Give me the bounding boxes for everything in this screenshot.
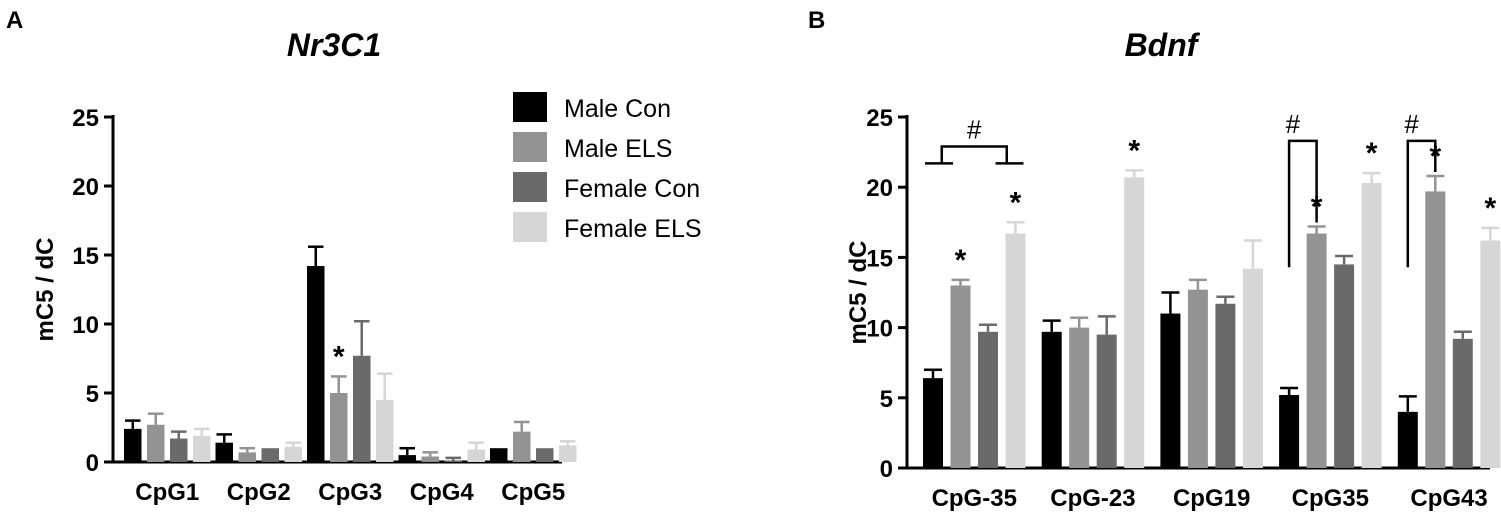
panel-letter-A: A bbox=[6, 7, 23, 34]
x-tick-label: CpG5 bbox=[501, 479, 565, 506]
x-tick-label: CpG-35 bbox=[932, 485, 1017, 512]
bar-female-con-cpg4 bbox=[444, 460, 462, 462]
bar-female-els-cpg4 bbox=[467, 449, 485, 462]
bar-male-els-cpg2 bbox=[238, 452, 256, 462]
legend-swatch-female-els bbox=[513, 212, 547, 242]
bar-male-els-cpg-23 bbox=[1069, 327, 1090, 468]
y-tick-label: 10 bbox=[866, 316, 893, 343]
bar-female-els-cpg2 bbox=[284, 446, 302, 462]
bar-male-els-cpg-35 bbox=[950, 285, 971, 468]
bar-male-els-cpg3 bbox=[330, 393, 348, 462]
bar-female-els-cpg1 bbox=[193, 435, 211, 462]
bar-male-els-cpg19 bbox=[1187, 289, 1208, 468]
legend-swatch-male-con bbox=[513, 92, 547, 122]
y-tick-label: 5 bbox=[880, 386, 893, 413]
y-tick-label: 10 bbox=[72, 312, 99, 339]
chart-title: Nr3C1 bbox=[287, 27, 381, 63]
bar-female-con-cpg3 bbox=[353, 355, 371, 462]
x-tick-label: CpG-23 bbox=[1050, 485, 1135, 512]
bar-male-con-cpg3 bbox=[307, 266, 325, 462]
bar-male-con-cpg-35 bbox=[923, 378, 943, 468]
bar-female-els-cpg43 bbox=[1480, 240, 1501, 468]
bar-female-els-cpg35 bbox=[1361, 182, 1382, 468]
y-tick-label: 20 bbox=[72, 174, 99, 201]
y-tick-label: 0 bbox=[880, 456, 893, 483]
interaction-hash: # bbox=[1286, 109, 1301, 139]
significance-star: * bbox=[1128, 134, 1140, 167]
legend-swatch-male-els bbox=[513, 132, 547, 162]
x-tick-label: CpG43 bbox=[1410, 485, 1487, 512]
legend-label: Female ELS bbox=[564, 215, 702, 243]
bar-female-els-cpg-23 bbox=[1124, 177, 1145, 468]
interaction-hash: # bbox=[1404, 109, 1419, 139]
x-tick-label: CpG19 bbox=[1173, 485, 1250, 512]
significance-bracket bbox=[1406, 139, 1437, 268]
legend-swatch-female-con bbox=[513, 172, 547, 202]
y-axis-label: mC5 / dC bbox=[32, 237, 59, 341]
panel-letter-B: B bbox=[808, 7, 825, 34]
significance-star: * bbox=[955, 244, 967, 277]
bar-male-con-cpg5 bbox=[490, 448, 508, 462]
bar-female-con-cpg-35 bbox=[978, 331, 998, 468]
significance-star: * bbox=[1484, 192, 1496, 225]
bar-male-con-cpg-23 bbox=[1041, 331, 1062, 468]
bar-female-con-cpg43 bbox=[1452, 338, 1473, 468]
bar-male-els-cpg43 bbox=[1425, 191, 1446, 469]
y-tick-label: 25 bbox=[72, 105, 99, 132]
bar-female-con-cpg5 bbox=[536, 448, 554, 462]
y-tick-label: 20 bbox=[866, 175, 893, 202]
y-tick-label: 25 bbox=[866, 105, 893, 132]
bar-male-con-cpg43 bbox=[1397, 411, 1418, 468]
bar-male-con-cpg19 bbox=[1160, 313, 1181, 468]
y-tick-label: 15 bbox=[866, 245, 893, 272]
bar-male-els-cpg1 bbox=[147, 424, 165, 462]
y-axis-label: mC5 / dC bbox=[845, 240, 872, 344]
bar-male-els-cpg35 bbox=[1306, 233, 1327, 468]
y-tick-label: 5 bbox=[86, 381, 99, 408]
bar-female-els-cpg19 bbox=[1242, 268, 1263, 468]
bar-male-els-cpg5 bbox=[513, 431, 531, 462]
significance-star: * bbox=[333, 340, 345, 373]
x-tick-label: CpG4 bbox=[410, 479, 475, 506]
bar-male-con-cpg2 bbox=[215, 442, 233, 462]
bar-female-els-cpg5 bbox=[559, 445, 577, 462]
y-tick-label: 15 bbox=[72, 243, 99, 270]
significance-star: * bbox=[1010, 186, 1022, 219]
y-tick-label: 0 bbox=[86, 450, 99, 477]
bar-male-con-cpg35 bbox=[1279, 394, 1300, 468]
bar-female-els-cpg3 bbox=[376, 399, 394, 462]
x-tick-label: CpG1 bbox=[135, 479, 199, 506]
bar-male-con-cpg4 bbox=[398, 455, 416, 462]
bar-female-con-cpg35 bbox=[1334, 264, 1355, 468]
bar-female-els-cpg-35 bbox=[1005, 233, 1026, 468]
chart-title: Bdnf bbox=[1125, 27, 1201, 63]
legend-label: Female Con bbox=[564, 175, 700, 203]
x-tick-label: CpG2 bbox=[227, 479, 291, 506]
bar-female-con-cpg2 bbox=[261, 448, 279, 462]
bar-female-con-cpg-23 bbox=[1096, 334, 1117, 468]
x-tick-label: CpG3 bbox=[318, 479, 382, 506]
bar-female-con-cpg1 bbox=[170, 438, 188, 462]
x-tick-label: CpG35 bbox=[1292, 485, 1369, 512]
bar-female-con-cpg19 bbox=[1215, 303, 1236, 468]
interaction-hash: # bbox=[967, 114, 982, 144]
bar-male-con-cpg1 bbox=[124, 428, 142, 462]
significance-bracket bbox=[1287, 139, 1318, 268]
legend-label: Male Con bbox=[564, 95, 671, 123]
interaction-bracket bbox=[940, 145, 1008, 164]
significance-star: * bbox=[1366, 137, 1378, 170]
bar-male-els-cpg4 bbox=[421, 456, 439, 462]
legend-label: Male ELS bbox=[564, 135, 672, 163]
